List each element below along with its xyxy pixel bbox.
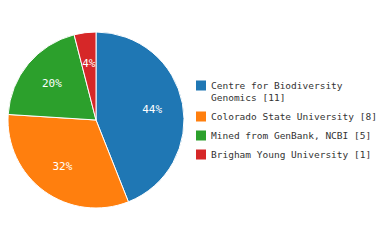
legend-swatch	[196, 81, 206, 91]
data-labels: 44% 32% 20% 4%	[42, 57, 163, 173]
legend-item: Mined from GenBank, NCBI [5]	[196, 130, 371, 141]
data-label: 32%	[52, 160, 72, 173]
legend: Centre for BiodiversityGenomics [11] Colo…	[196, 80, 377, 160]
legend-swatch	[196, 150, 206, 160]
legend-label-line: Brigham Young University [1]	[211, 149, 371, 160]
legend-label-line: Mined from GenBank, NCBI [5]	[211, 130, 371, 141]
legend-swatch	[196, 112, 206, 122]
slice	[8, 114, 128, 208]
legend-item: Brigham Young University [1]	[196, 149, 371, 160]
data-label: 4%	[82, 57, 96, 70]
legend-label: Centre for BiodiversityGenomics [11]	[211, 80, 343, 103]
slices	[8, 32, 184, 208]
legend-item: Centre for BiodiversityGenomics [11]	[196, 80, 343, 103]
legend-label-line: Colorado State University [8]	[211, 111, 377, 122]
legend-label-line: Genomics [11]	[211, 92, 285, 103]
data-label: 20%	[42, 77, 62, 90]
legend-label: Colorado State University [8]	[211, 111, 377, 122]
legend-label: Brigham Young University [1]	[211, 149, 371, 160]
slice	[74, 32, 96, 120]
legend-label-line: Centre for Biodiversity	[211, 80, 343, 91]
legend-item: Colorado State University [8]	[196, 111, 377, 122]
legend-swatch	[196, 131, 206, 141]
chart: 44% 32% 20% 4% Centre for BiodiversityGenomi…	[0, 0, 380, 240]
pie: 44% 32% 20% 4%	[8, 32, 184, 208]
legend-label: Mined from GenBank, NCBI [5]	[211, 130, 371, 141]
data-label: 44%	[142, 103, 162, 116]
